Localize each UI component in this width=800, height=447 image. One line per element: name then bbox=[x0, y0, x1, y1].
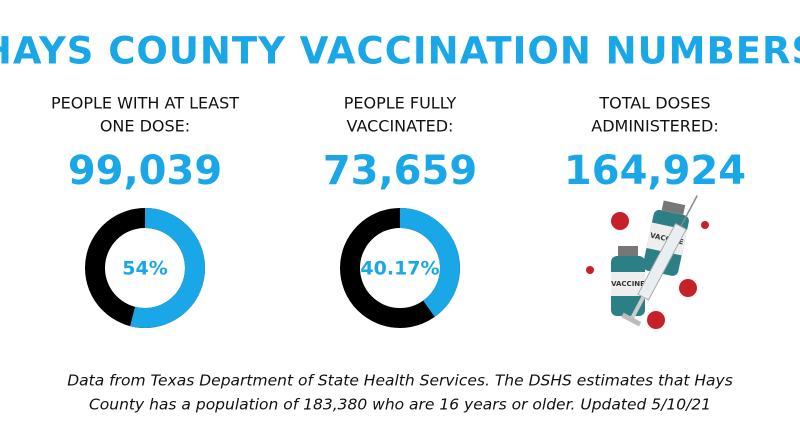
vial-label: VACCINE bbox=[611, 280, 645, 288]
stat-value: 73,659 bbox=[323, 148, 477, 194]
syringe bbox=[621, 195, 698, 327]
footnote: Data from Texas Department of State Heal… bbox=[67, 372, 733, 390]
stat-label: VACCINATED: bbox=[347, 117, 454, 136]
footnote: County has a population of 183,380 who a… bbox=[89, 396, 711, 414]
stat-label: ADMINISTERED: bbox=[591, 117, 718, 136]
stat-label: PEOPLE FULLY bbox=[344, 94, 457, 113]
stat-label: TOTAL DOSES bbox=[598, 94, 710, 113]
title: HAYS COUNTY VACCINATION NUMBERS bbox=[0, 30, 800, 73]
stat-value: 99,039 bbox=[68, 148, 222, 194]
viruses bbox=[586, 212, 709, 329]
donut-arc bbox=[130, 208, 205, 328]
stat-label: PEOPLE WITH AT LEAST bbox=[51, 94, 239, 113]
donut-label: 40.17% bbox=[360, 258, 439, 280]
donut-arc bbox=[399, 208, 460, 317]
stat-value: 164,924 bbox=[564, 148, 746, 194]
stat-label: ONE DOSE: bbox=[100, 117, 190, 136]
donut-label: 54% bbox=[122, 258, 167, 280]
vaccine-illustration: VACCINE VACCINE bbox=[586, 195, 709, 329]
vial: VACCINE bbox=[611, 246, 645, 316]
